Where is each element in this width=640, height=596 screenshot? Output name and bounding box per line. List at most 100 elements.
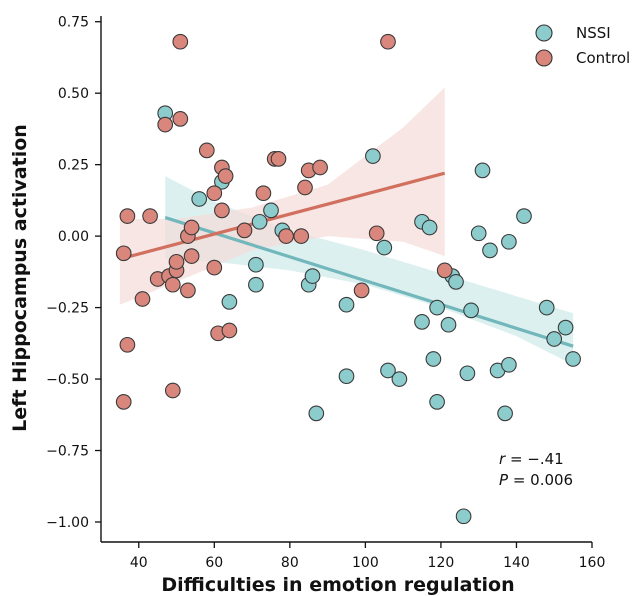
legend-item-control: Control (535, 49, 630, 67)
point-nssi (482, 242, 498, 259)
point-control (119, 208, 136, 224)
point-control (198, 142, 215, 159)
y-ticks: 0.75 0.50 0.25 0.00 −0.25 −0.50 −0.75 −1.00 (46, 15, 101, 531)
point-control (168, 253, 185, 270)
point-nssi (565, 351, 581, 367)
point-control (164, 382, 181, 399)
point-nssi (429, 394, 445, 410)
data-points (115, 33, 581, 525)
point-control (183, 248, 200, 264)
y-tick-label: −0.50 (46, 372, 89, 388)
point-control (172, 33, 189, 50)
point-control (164, 276, 181, 293)
point-nssi (338, 296, 355, 313)
point-control (380, 33, 396, 50)
fit-line-control (119, 171, 446, 261)
point-control (270, 151, 287, 167)
point-control (183, 219, 200, 236)
point-control (206, 185, 223, 202)
x-tick-label: 100 (352, 555, 379, 571)
point-nssi (455, 508, 472, 525)
point-nssi (440, 316, 457, 333)
legend-marker-nssi (535, 24, 553, 42)
point-control (115, 394, 132, 410)
point-control (172, 111, 189, 127)
fit-line-nssi (164, 216, 574, 348)
legend-marker-control (535, 49, 553, 67)
point-nssi (304, 268, 321, 284)
point-nssi (248, 256, 264, 273)
x-tick-label: 80 (281, 555, 299, 571)
y-tick-label: 0.50 (58, 86, 89, 102)
y-tick-label: −0.25 (46, 301, 89, 317)
p-stat: P = 0.006 (499, 471, 573, 489)
point-nssi (391, 371, 408, 387)
point-control (353, 282, 370, 299)
point-control (115, 245, 132, 262)
y-tick-label: 0.75 (58, 15, 89, 31)
y-axis-title: Left Hippocampus activation (9, 124, 31, 432)
x-ticks: 40 60 80 100 120 140 160 (130, 542, 606, 571)
y-tick-label: 0.25 (58, 158, 89, 174)
point-nssi (463, 302, 479, 319)
legend-item-nssi: NSSI (535, 24, 611, 42)
point-control (221, 322, 238, 339)
x-tick-label: 60 (205, 555, 223, 571)
point-control (217, 168, 234, 184)
legend-label-nssi: NSSI (576, 24, 611, 42)
point-nssi (497, 405, 513, 422)
r-stat: r = −.41 (499, 450, 564, 468)
point-control (368, 225, 385, 242)
point-control (312, 159, 328, 176)
axes (100, 16, 592, 543)
point-nssi (501, 356, 517, 373)
point-nssi (365, 148, 381, 164)
point-control (157, 116, 174, 133)
point-nssi (425, 351, 442, 367)
y-tick-label: −0.75 (46, 444, 89, 460)
x-axis-title: Difficulties in emotion regulation (161, 574, 514, 596)
r-value: = −.41 (505, 450, 564, 468)
point-nssi (414, 314, 430, 330)
point-nssi (251, 213, 268, 230)
point-control (119, 336, 136, 353)
confidence-band-control (119, 87, 445, 305)
point-nssi (191, 191, 208, 207)
y-tick-label: 0.00 (58, 229, 89, 245)
stats-annotation: r = −.41 P = 0.006 (499, 450, 573, 489)
point-nssi (338, 368, 355, 385)
point-nssi (248, 276, 264, 293)
p-label: P (499, 471, 509, 489)
point-nssi (516, 208, 532, 224)
x-tick-label: 40 (130, 555, 148, 571)
point-nssi (429, 299, 445, 316)
legend: NSSI Control (535, 24, 630, 67)
point-nssi (470, 225, 487, 242)
point-control (214, 202, 230, 219)
point-nssi (380, 362, 396, 379)
y-tick-label: −1.00 (46, 515, 89, 531)
point-control (255, 185, 272, 202)
point-control (297, 179, 313, 196)
point-control (134, 291, 151, 307)
p-value: = 0.006 (508, 471, 573, 489)
point-control (142, 208, 158, 224)
point-nssi (376, 239, 393, 256)
point-control (278, 228, 294, 244)
point-control (436, 262, 453, 279)
point-control (293, 228, 310, 244)
point-nssi (538, 299, 555, 316)
point-control (180, 282, 196, 299)
point-nssi (546, 331, 563, 347)
point-nssi (474, 162, 491, 179)
point-nssi (501, 233, 517, 250)
x-tick-label: 140 (503, 555, 530, 571)
point-control (206, 259, 223, 276)
x-tick-label: 120 (428, 555, 455, 571)
point-nssi (263, 202, 279, 219)
point-nssi (459, 365, 476, 382)
point-nssi (421, 219, 438, 236)
legend-label-control: Control (576, 49, 630, 67)
x-tick-label: 160 (579, 555, 606, 571)
